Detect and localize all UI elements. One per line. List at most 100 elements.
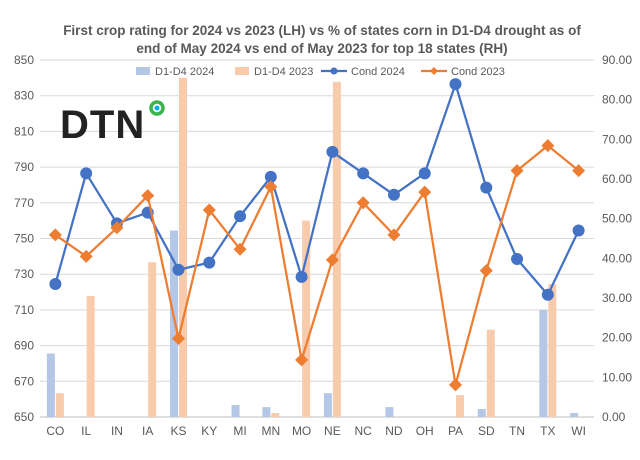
right-tick-label: 40.00 <box>602 251 632 265</box>
point-cond-2023-pa <box>449 378 462 392</box>
point-cond-2024-co <box>49 278 62 291</box>
category-label-ia: IA <box>142 424 153 438</box>
line-series <box>48 78 586 392</box>
point-cond-2023-nc <box>356 196 370 210</box>
point-cond-2023-ks <box>172 331 185 345</box>
legend-label-cond-2024: Cond 2024 <box>351 66 405 78</box>
bar-d1-d4-2023-sd <box>486 329 495 417</box>
category-label-pa: PA <box>448 424 463 438</box>
right-tick-label: 0.00 <box>602 410 626 424</box>
left-tick-label: 750 <box>14 232 34 246</box>
legend-swatch-d1-d4-2023 <box>235 67 249 75</box>
left-tick-label: 730 <box>14 267 34 281</box>
point-cond-2023-oh <box>418 185 432 199</box>
bar-d1-d4-2023-mo <box>302 220 311 417</box>
dtn-logo: DTN <box>60 100 165 147</box>
line-cond-2023 <box>54 144 580 386</box>
bar-d1-d4-2024-ne <box>323 393 332 417</box>
point-cond-2024-tx <box>541 288 554 301</box>
bar-d1-d4-2024-ks <box>170 230 178 417</box>
point-cond-2024-sd <box>480 181 493 194</box>
point-cond-2023-ne <box>325 253 339 267</box>
point-cond-2024-oh <box>418 167 431 180</box>
category-label-mn: MN <box>261 424 280 438</box>
legend-marker-cond-2024 <box>330 67 338 75</box>
bar-d1-d4-2024-wi <box>570 413 579 417</box>
point-cond-2024-mi <box>234 210 247 223</box>
point-cond-2023-sd <box>479 264 493 278</box>
dtn-logo-dot-icon <box>154 105 160 111</box>
category-label-nd: ND <box>385 424 403 438</box>
point-cond-2024-mn <box>264 170 277 183</box>
point-cond-2024-wi <box>572 224 585 237</box>
left-tick-label: 710 <box>14 303 34 317</box>
point-cond-2024-ky <box>203 256 216 269</box>
bar-d1-d4-2024-co <box>46 353 55 417</box>
category-label-mi: MI <box>233 424 246 438</box>
bar-d1-d4-2023-ia <box>148 262 157 417</box>
legend-label-d1-d4-2024: D1-D4 2024 <box>155 66 214 78</box>
category-label-oh: OH <box>416 424 434 438</box>
chart-title-line-1: First crop rating for 2024 vs 2023 (LH) … <box>63 23 581 38</box>
dtn-logo-ring-icon <box>149 100 165 116</box>
bar-d1-d4-2023-co <box>55 393 64 417</box>
gridlines <box>40 59 594 418</box>
category-label-co: CO <box>46 424 64 438</box>
category-label-ky: KY <box>201 424 217 438</box>
point-cond-2024-il <box>80 167 93 180</box>
bar-d1-d4-2024-mi <box>231 405 240 417</box>
left-tick-label: 790 <box>14 160 34 174</box>
point-cond-2024-ne <box>326 145 339 158</box>
bar-d1-d4-2024-sd <box>477 409 486 417</box>
category-label-in: IN <box>111 424 123 438</box>
point-cond-2023-co <box>48 228 62 242</box>
left-tick-label: 650 <box>14 410 34 424</box>
legend-label-d1-d4-2023: D1-D4 2023 <box>254 66 313 78</box>
point-cond-2023-in <box>110 221 124 235</box>
left-tick-label: 690 <box>14 339 34 353</box>
right-tick-label: 20.00 <box>602 331 632 345</box>
point-cond-2023-wi <box>572 164 586 178</box>
left-axis: 650 670 690 710 730 750 770 790 810 830 850 <box>14 53 34 424</box>
right-tick-label: 30.00 <box>602 291 632 305</box>
dtn-logo-text: DTN <box>60 103 145 147</box>
point-cond-2024-pa <box>449 78 462 91</box>
left-tick-label: 770 <box>14 196 34 210</box>
category-label-mo: MO <box>292 424 311 438</box>
point-cond-2023-il <box>79 249 93 263</box>
point-cond-2023-tx <box>541 139 555 153</box>
left-tick-label: 850 <box>14 53 34 67</box>
bar-d1-d4-2023-ks <box>179 77 187 417</box>
left-tick-label: 830 <box>14 89 34 103</box>
category-label-ne: NE <box>324 424 341 438</box>
legend-label-cond-2023: Cond 2023 <box>451 66 505 78</box>
point-cond-2024-ks <box>172 263 185 276</box>
point-cond-2023-tn <box>510 164 524 178</box>
point-cond-2023-ky <box>202 203 216 217</box>
left-tick-label: 670 <box>14 374 34 388</box>
category-label-tx: TX <box>540 424 555 438</box>
point-cond-2023-mi <box>233 242 247 256</box>
point-cond-2024-nc <box>357 167 370 180</box>
category-label-nc: NC <box>354 424 372 438</box>
right-tick-label: 80.00 <box>602 93 632 107</box>
point-cond-2024-tn <box>511 253 524 266</box>
legend-marker-cond-2023 <box>430 67 438 75</box>
bar-d1-d4-2024-nd <box>385 407 394 417</box>
category-label-ks: KS <box>170 424 186 438</box>
bar-d1-d4-2023-tx <box>548 284 557 417</box>
point-cond-2023-ia <box>141 189 155 203</box>
point-cond-2023-mn <box>264 180 278 194</box>
bar-d1-d4-2023-mn <box>271 413 280 417</box>
point-cond-2024-nd <box>387 188 400 201</box>
right-tick-label: 60.00 <box>602 172 632 186</box>
bar-d1-d4-2024-mn <box>262 407 271 417</box>
category-label-sd: SD <box>478 424 495 438</box>
bar-d1-d4-2023-pa <box>456 395 464 417</box>
bar-d1-d4-2024-tx <box>539 309 548 417</box>
category-label-wi: WI <box>571 424 586 438</box>
category-label-il: IL <box>81 424 91 438</box>
right-tick-label: 50.00 <box>602 212 632 226</box>
